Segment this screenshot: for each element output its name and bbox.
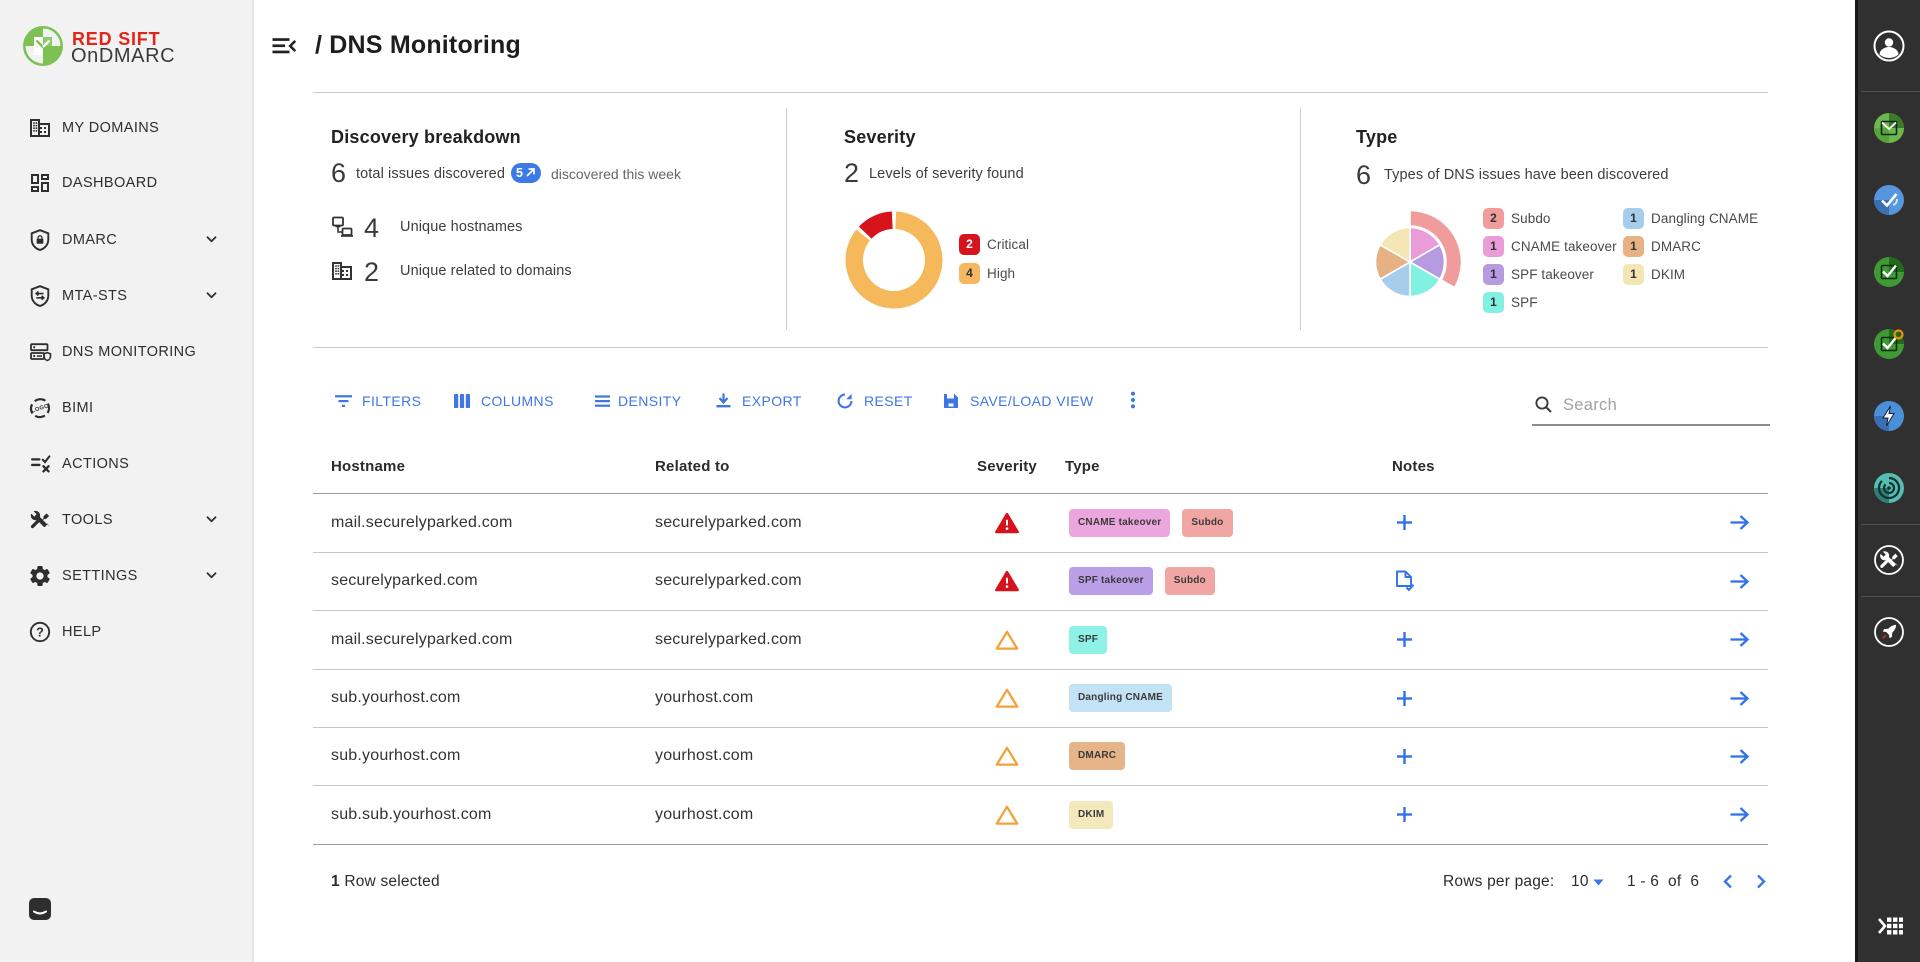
svg-text:?: ? bbox=[36, 625, 44, 639]
svg-text:LOGO: LOGO bbox=[31, 403, 50, 414]
